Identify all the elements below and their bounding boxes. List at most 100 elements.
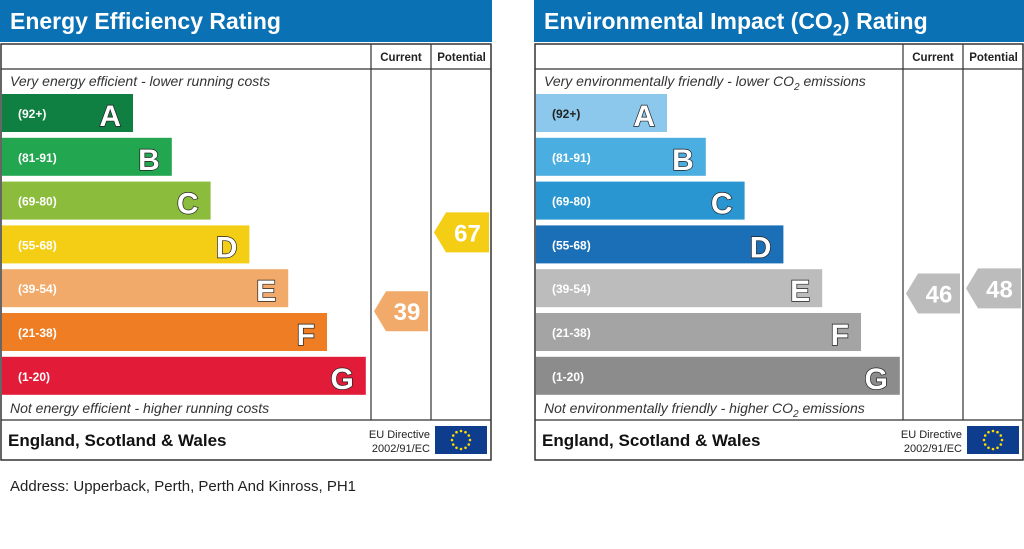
eu-flag-star xyxy=(987,446,990,450)
band-letter: B xyxy=(138,144,160,177)
potential-column-header: Potential xyxy=(437,52,486,64)
rating-band-d: (55-68) D xyxy=(536,225,784,265)
band-bar xyxy=(536,137,706,176)
eu-flag-icon xyxy=(435,426,487,454)
eu-flag-star xyxy=(999,443,1003,446)
eu-flag-star xyxy=(991,447,995,451)
band-bar xyxy=(536,181,745,220)
chart-header xyxy=(0,0,492,42)
band-bar xyxy=(2,356,366,395)
rating-band-a: (92+) A xyxy=(536,94,667,134)
chart-title: Energy Efficiency Rating xyxy=(10,8,281,34)
band-bar xyxy=(2,225,250,264)
energy-efficiency-chart: Energy Efficiency Rating Current Potential… xyxy=(0,0,492,461)
directive-line1: EU Directive xyxy=(369,429,430,441)
band-range: (21-38) xyxy=(18,326,57,340)
rating-band-c: (69-80) C xyxy=(536,181,745,221)
chart-frame xyxy=(0,43,492,461)
top-caption: Very environmentally friendly - lower CO… xyxy=(544,73,866,93)
band-range: (69-80) xyxy=(18,195,57,209)
eu-flag-star xyxy=(1000,438,1004,442)
band-bar xyxy=(2,269,289,308)
band-range: (69-80) xyxy=(552,195,591,209)
rating-band-d: (55-68) D xyxy=(2,225,250,265)
band-letter: D xyxy=(750,231,772,264)
band-letter: A xyxy=(633,100,655,133)
eu-flag-star xyxy=(464,430,467,434)
band-range: (1-20) xyxy=(552,370,584,384)
rating-band-e: (39-54) E xyxy=(536,269,823,309)
band-letter: B xyxy=(672,144,694,177)
band-letter: F xyxy=(831,319,849,352)
rating-band-a: (92+) A xyxy=(2,94,133,134)
region-label: England, Scotland & Wales xyxy=(542,431,761,450)
band-range: (55-68) xyxy=(552,238,591,252)
current-rating: 46 xyxy=(906,273,960,314)
eu-flag-star xyxy=(983,443,987,446)
potential-rating-value: 67 xyxy=(454,220,481,247)
rating-band-f: (21-38) F xyxy=(2,313,327,353)
band-range: (1-20) xyxy=(18,370,50,384)
rating-band-g: (1-20) G xyxy=(2,356,366,396)
bottom-caption: Not environmentally friendly - higher CO… xyxy=(544,400,865,420)
band-letter: E xyxy=(256,275,276,308)
address-text: Address: Upperback, Perth, Perth And Kin… xyxy=(10,478,357,495)
potential-rating-arrow xyxy=(966,268,1021,309)
potential-column-header: Potential xyxy=(969,52,1018,64)
band-letter: D xyxy=(216,231,238,264)
rating-band-b: (81-91) B xyxy=(2,137,172,178)
band-range: (92+) xyxy=(552,107,580,121)
directive-line2: 2002/91/EC xyxy=(372,443,430,455)
top-caption: Very energy efficient - lower running co… xyxy=(10,73,270,89)
eu-flag-star xyxy=(996,446,999,450)
current-rating-value: 46 xyxy=(926,281,953,308)
current-column-header: Current xyxy=(912,52,954,64)
current-rating-value: 39 xyxy=(394,299,421,326)
eu-flag-star xyxy=(455,430,458,434)
eu-flag-star xyxy=(451,443,455,446)
bottom-caption: Not energy efficient - higher running co… xyxy=(10,400,269,416)
band-range: (81-91) xyxy=(18,151,57,165)
eu-flag-star xyxy=(459,429,463,433)
band-bar xyxy=(2,313,327,351)
region-label: England, Scotland & Wales xyxy=(8,431,227,450)
band-range: (81-91) xyxy=(552,151,591,165)
eu-flag-star xyxy=(455,446,458,450)
eu-flag-star xyxy=(982,438,986,442)
band-letter: G xyxy=(864,363,887,396)
band-bar xyxy=(536,356,900,395)
rating-band-e: (39-54) E xyxy=(2,269,289,309)
eu-flag-star xyxy=(459,447,463,451)
band-bar xyxy=(2,181,211,220)
band-bar xyxy=(2,94,133,132)
eu-flag-star xyxy=(450,438,454,442)
band-range: (39-54) xyxy=(18,282,57,296)
eu-flag-star xyxy=(991,429,995,433)
chart-title: Environmental Impact (CO2) Rating xyxy=(544,8,928,39)
rating-band-c: (69-80) C xyxy=(2,181,211,221)
current-rating-arrow xyxy=(374,291,428,332)
chart-header xyxy=(534,0,1024,42)
band-range: (92+) xyxy=(18,107,46,121)
potential-rating-value: 48 xyxy=(986,276,1013,303)
potential-rating: 48 xyxy=(966,268,1021,309)
chart-frame xyxy=(534,43,1024,461)
band-range: (21-38) xyxy=(552,326,591,340)
eu-flag-star xyxy=(467,434,471,437)
eu-flag-star xyxy=(999,434,1003,437)
band-bar xyxy=(536,225,784,264)
band-letter: F xyxy=(297,319,315,352)
eu-flag-icon xyxy=(967,426,1019,454)
directive-line2: 2002/91/EC xyxy=(904,443,962,455)
current-rating-arrow xyxy=(906,273,960,314)
band-range: (55-68) xyxy=(18,238,57,252)
environmental-impact-chart: Environmental Impact (CO2) Rating Current… xyxy=(534,0,1024,461)
directive-line1: EU Directive xyxy=(901,429,962,441)
eu-flag-star xyxy=(451,434,455,437)
potential-rating: 67 xyxy=(434,212,489,253)
band-bar xyxy=(536,269,823,308)
band-letter: C xyxy=(711,188,733,221)
eu-flag-star xyxy=(996,430,999,434)
band-range: (39-54) xyxy=(552,282,591,296)
band-letter: E xyxy=(790,275,810,308)
